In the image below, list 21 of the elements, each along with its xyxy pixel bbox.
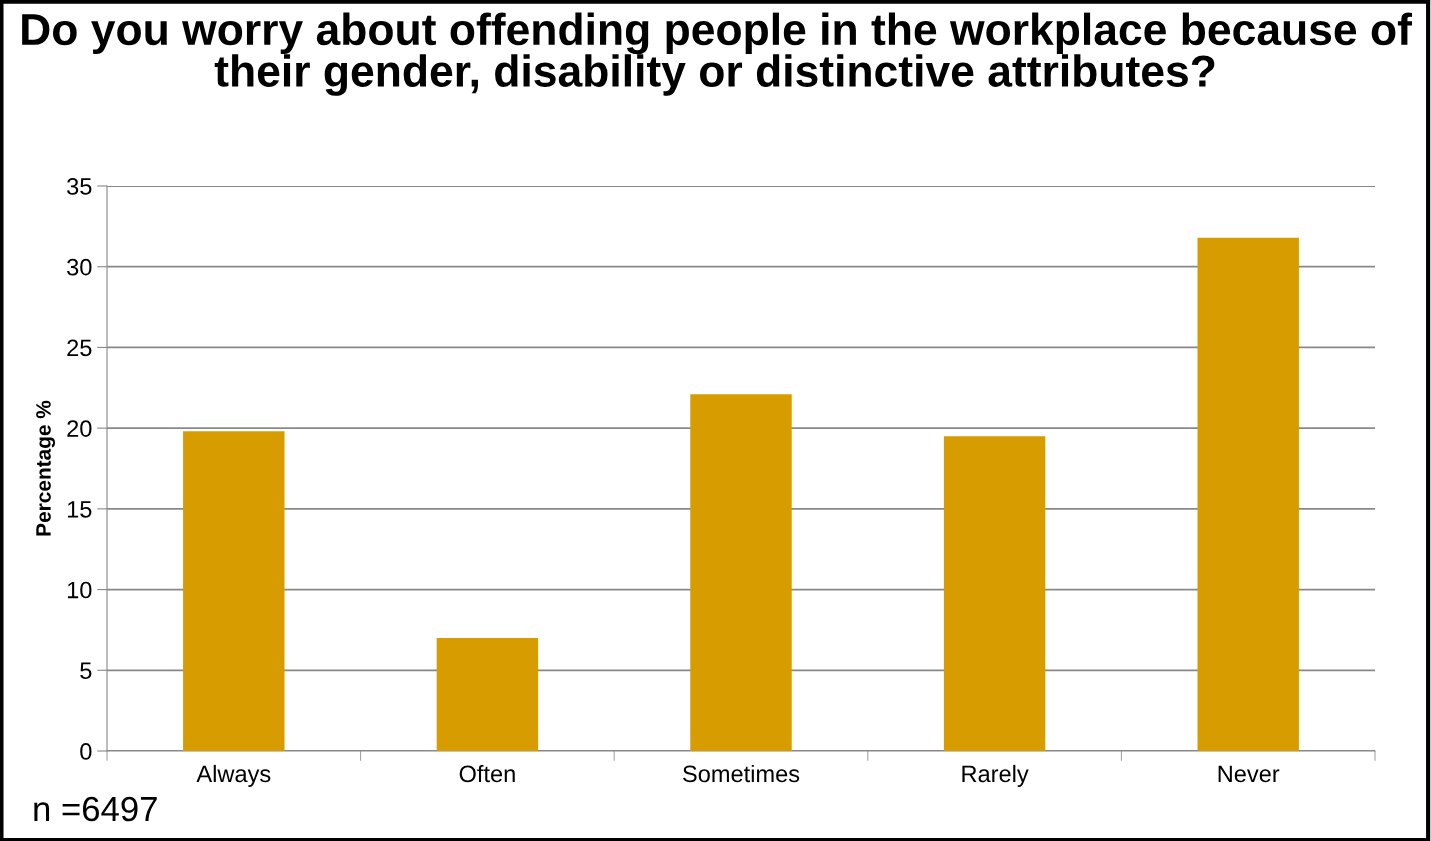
x-tick-label: Rarely [962, 764, 1029, 787]
x-tick-label: Never [1218, 765, 1280, 783]
x-tick-label: Always [196, 764, 271, 787]
y-tick-label: 35 [67, 178, 92, 195]
x-tick-label: Sometimes [683, 764, 800, 783]
y-tick-label: 30 [67, 258, 92, 276]
y-tick-label: 10 [67, 581, 92, 599]
chart-title: Do you worry about offending people in the workplace because of their gender, disability or distinctive attributes? [22, 12, 1413, 96]
bar [436, 638, 539, 751]
y-axis-title: Percentage % [36, 400, 56, 536]
y-tick-label: 0 [80, 743, 92, 760]
bar [690, 394, 792, 751]
y-tick-label: 20 [67, 420, 92, 437]
bar [943, 436, 1046, 751]
y-tick-label: 15 [67, 501, 92, 518]
bar [183, 431, 285, 751]
text: n =6497 [34, 796, 157, 822]
x-tick-label: Often [459, 764, 515, 783]
bar [1197, 237, 1299, 751]
y-tick-label: 5 [80, 662, 92, 680]
y-tick-label: 25 [67, 339, 92, 357]
